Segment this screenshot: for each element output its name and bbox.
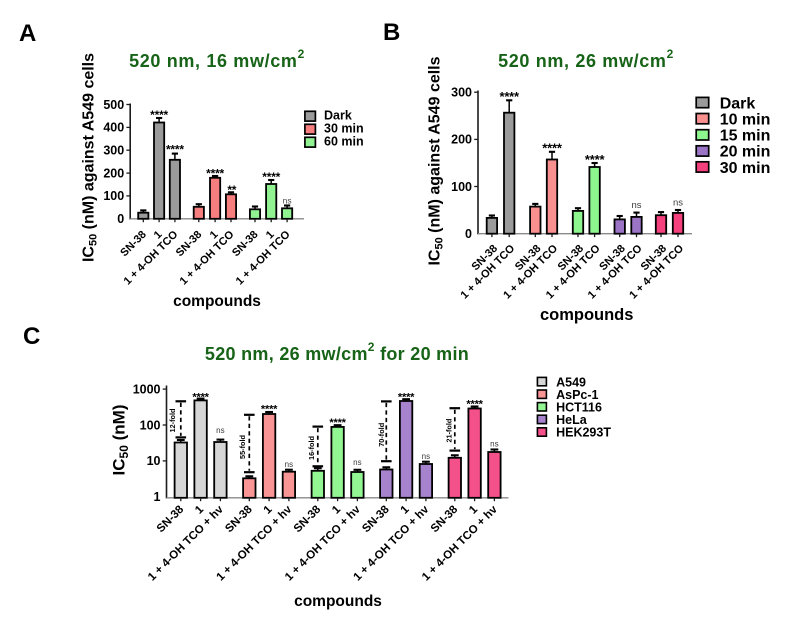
svg-text:400: 400 — [103, 121, 124, 135]
svg-text:520 nm, 16 mw/cm2: 520 nm, 16 mw/cm2 — [129, 47, 305, 71]
svg-text:****: **** — [206, 166, 224, 180]
svg-text:12-fold: 12-fold — [168, 409, 177, 433]
svg-text:ns: ns — [631, 200, 641, 211]
svg-text:****: **** — [585, 152, 606, 167]
svg-text:200: 200 — [103, 166, 124, 180]
svg-text:200: 200 — [451, 133, 472, 147]
svg-text:IC50 (nM) against A549 cells: IC50 (nM) against A549 cells — [427, 56, 446, 265]
svg-text:****: **** — [499, 89, 520, 104]
svg-text:16-fold: 16-fold — [307, 436, 316, 460]
svg-text:****: **** — [150, 108, 168, 122]
svg-text:A549: A549 — [556, 375, 586, 389]
svg-text:HCT116: HCT116 — [556, 401, 602, 415]
svg-text:B: B — [383, 19, 400, 46]
svg-text:****: **** — [398, 392, 415, 404]
svg-text:**: ** — [227, 183, 236, 197]
svg-text:A: A — [19, 20, 36, 47]
svg-text:HEK293T: HEK293T — [556, 426, 611, 440]
svg-text:30 min: 30 min — [324, 122, 364, 136]
svg-text:520 nm, 26 mw/cm2 for 20 min: 520 nm, 26 mw/cm2 for 20 min — [205, 340, 469, 364]
svg-text:55-fold: 55-fold — [238, 435, 247, 459]
svg-text:****: **** — [192, 392, 209, 404]
svg-text:C: C — [23, 323, 40, 350]
svg-text:ns: ns — [285, 460, 293, 469]
svg-text:****: **** — [262, 170, 280, 184]
svg-text:520 nm, 26 mw/cm2: 520 nm, 26 mw/cm2 — [498, 47, 674, 71]
svg-text:****: **** — [466, 399, 483, 411]
svg-text:ns: ns — [673, 198, 683, 209]
svg-text:70-fold: 70-fold — [377, 423, 386, 447]
svg-text:ns: ns — [353, 458, 361, 467]
svg-text:10 min: 10 min — [720, 112, 771, 129]
svg-text:ns: ns — [216, 426, 224, 435]
svg-text:AsPc-1: AsPc-1 — [556, 388, 598, 402]
svg-text:ns: ns — [283, 196, 292, 206]
svg-text:compounds: compounds — [173, 293, 261, 310]
svg-text:300: 300 — [103, 144, 124, 158]
svg-text:****: **** — [329, 417, 346, 429]
svg-text:10: 10 — [147, 454, 161, 468]
svg-text:HeLa: HeLa — [556, 413, 588, 427]
svg-text:30 min: 30 min — [720, 160, 771, 177]
svg-text:500: 500 — [103, 98, 124, 112]
svg-text:****: **** — [166, 143, 184, 157]
svg-text:100: 100 — [103, 189, 124, 203]
svg-text:20 min: 20 min — [720, 144, 771, 161]
svg-text:****: **** — [542, 141, 563, 156]
svg-text:100: 100 — [140, 418, 161, 432]
svg-text:0: 0 — [117, 212, 124, 226]
svg-text:compounds: compounds — [540, 306, 634, 324]
svg-text:300: 300 — [451, 86, 472, 100]
svg-text:IC50 (nM) against A549 cells: IC50 (nM) against A549 cells — [81, 53, 100, 262]
svg-text:ns: ns — [490, 439, 498, 448]
svg-text:60 min: 60 min — [324, 135, 364, 149]
svg-text:Dark: Dark — [324, 109, 352, 123]
svg-text:0: 0 — [465, 227, 472, 241]
svg-text:ns: ns — [422, 452, 430, 461]
svg-text:IC50 (nM): IC50 (nM) — [110, 405, 132, 476]
svg-text:compounds: compounds — [294, 593, 382, 610]
svg-text:21-fold: 21-fold — [445, 419, 454, 443]
svg-text:15 min: 15 min — [720, 128, 771, 145]
svg-text:100: 100 — [451, 180, 472, 194]
svg-text:1: 1 — [154, 490, 161, 504]
svg-text:Dark: Dark — [720, 95, 756, 112]
svg-text:****: **** — [261, 404, 278, 416]
svg-text:1000: 1000 — [133, 382, 161, 396]
